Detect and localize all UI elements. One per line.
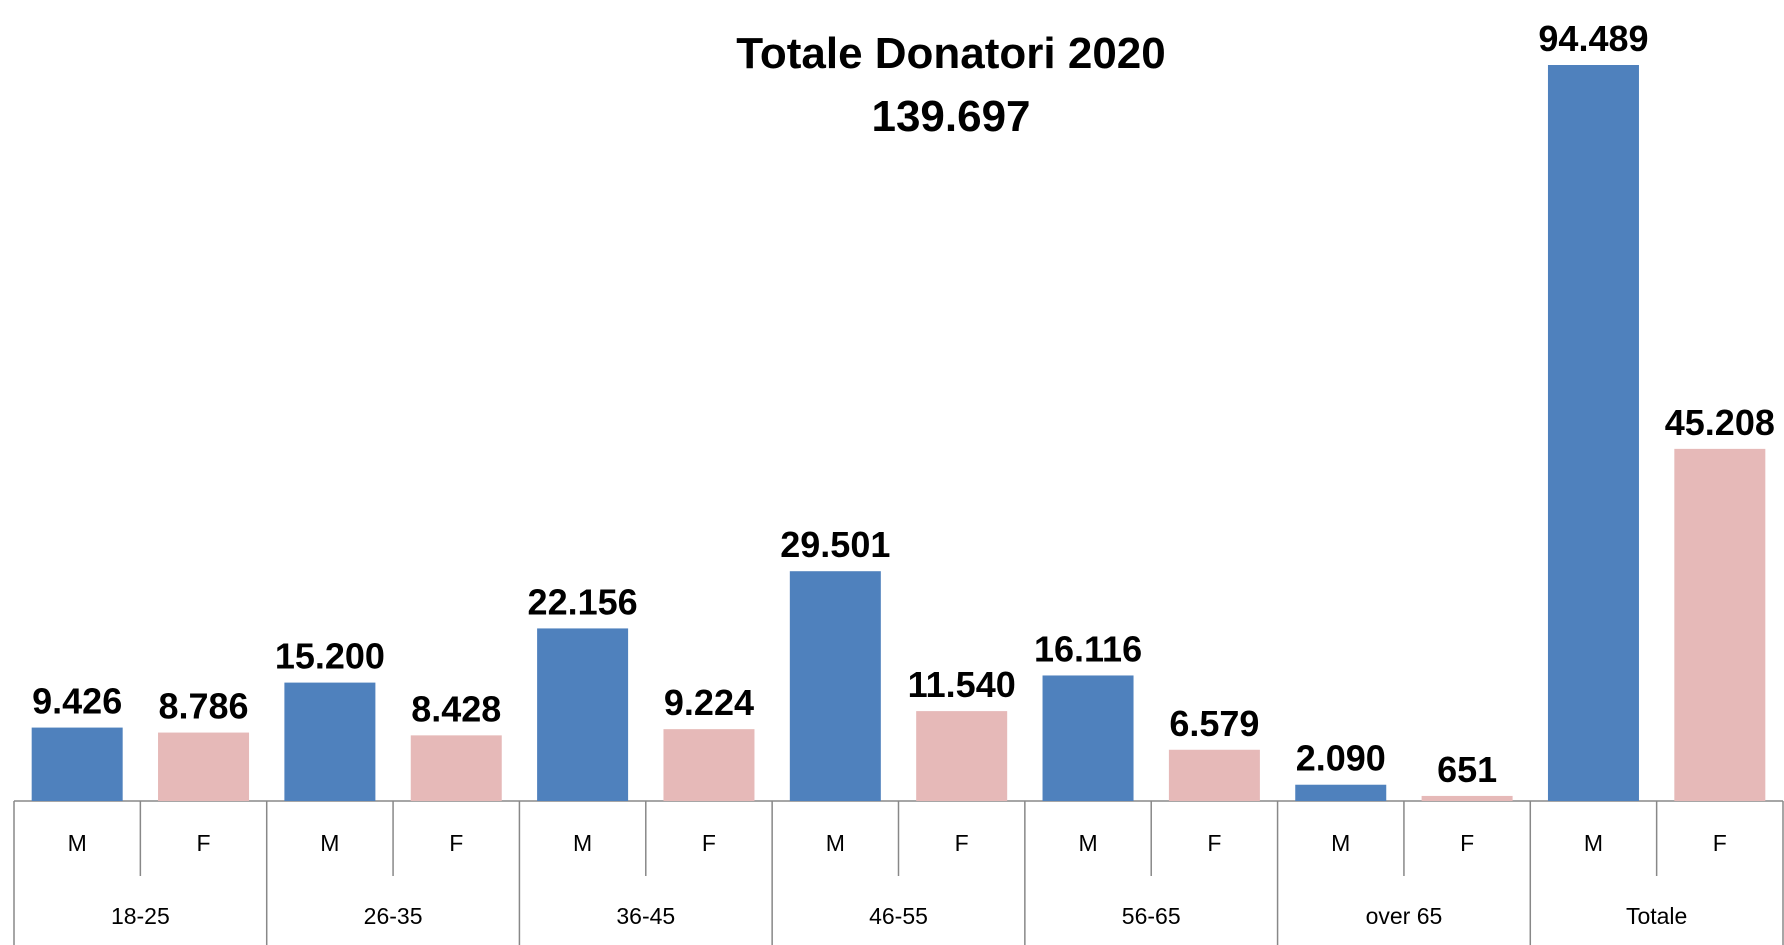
x-group-label: over 65	[1366, 903, 1443, 929]
data-label: 29.501	[780, 524, 890, 565]
data-label: 6.579	[1169, 703, 1259, 744]
x-sub-label: M	[68, 830, 87, 856]
data-label: 15.200	[275, 636, 385, 677]
bar	[158, 732, 250, 801]
data-label: 22.156	[528, 581, 638, 622]
x-group-label: 36-45	[616, 903, 675, 929]
x-sub-label: F	[1207, 830, 1221, 856]
x-sub-label: M	[320, 830, 339, 856]
bar	[916, 711, 1008, 801]
x-sub-label: F	[1713, 830, 1727, 856]
x-sub-label: M	[1078, 830, 1097, 856]
data-label: 2.090	[1296, 738, 1386, 779]
data-label: 9.426	[32, 681, 122, 722]
x-sub-label: F	[197, 830, 211, 856]
bar	[1042, 675, 1134, 801]
data-label: 16.116	[1034, 628, 1142, 669]
data-label: 651	[1437, 749, 1497, 790]
bar	[537, 628, 629, 801]
x-sub-label: M	[1584, 830, 1603, 856]
x-sub-label: F	[955, 830, 969, 856]
bar	[789, 571, 881, 801]
x-sub-label: F	[702, 830, 716, 856]
x-sub-label: M	[826, 830, 845, 856]
bar	[284, 682, 376, 801]
x-sub-label: F	[1460, 830, 1474, 856]
bar	[1547, 65, 1639, 801]
x-group-label: 26-35	[364, 903, 423, 929]
data-label: 9.224	[664, 682, 754, 723]
x-group-label: 56-65	[1122, 903, 1181, 929]
x-sub-label: M	[573, 830, 592, 856]
chart-subtitle: 139.697	[871, 92, 1030, 141]
chart-title: Totale Donatori 2020	[736, 29, 1166, 78]
bar	[1674, 448, 1766, 801]
data-label: 8.428	[411, 688, 501, 729]
x-sub-label: M	[1331, 830, 1350, 856]
bar	[410, 735, 502, 801]
data-label: 11.540	[908, 664, 1016, 705]
x-group-label: 46-55	[869, 903, 928, 929]
data-label: 45.208	[1665, 402, 1775, 443]
bar	[31, 727, 123, 801]
bar	[1295, 784, 1387, 801]
x-sub-label: F	[449, 830, 463, 856]
bar	[1421, 795, 1513, 801]
bar	[1168, 749, 1260, 801]
x-group-label: 18-25	[111, 903, 170, 929]
bar	[663, 729, 755, 801]
data-label: 8.786	[158, 686, 248, 727]
data-label: 94.489	[1538, 18, 1648, 59]
x-group-label: Totale	[1626, 903, 1687, 929]
